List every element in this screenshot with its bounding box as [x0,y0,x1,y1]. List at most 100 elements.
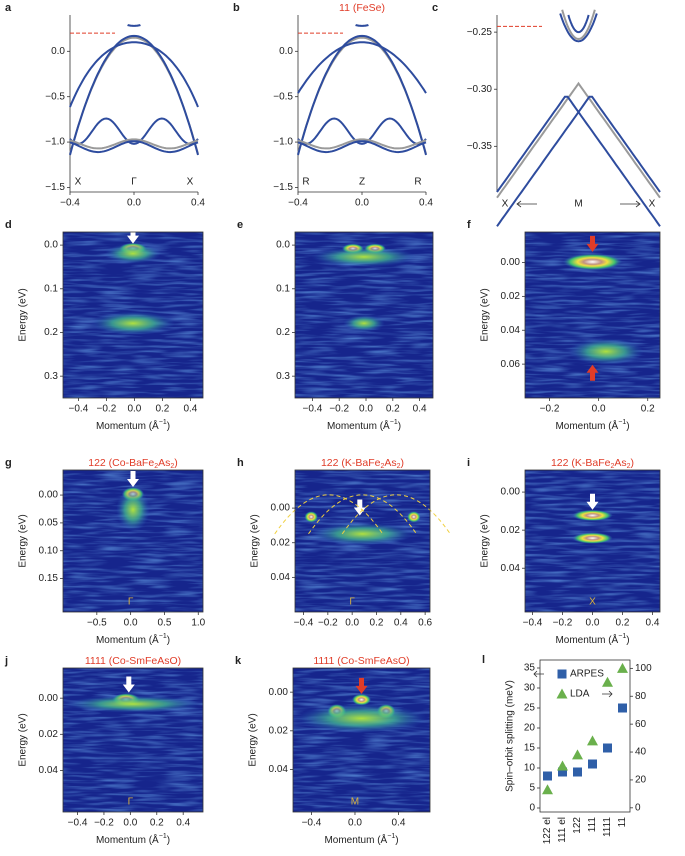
point [618,703,627,713]
x-tick-label: 0.0 [348,818,362,829]
x-tick-label: −0.4 [60,198,80,209]
symmetry-point: M [574,199,582,210]
x-tick-label: 0.4 [176,818,190,829]
text-part: As [384,457,396,469]
x-tick-label: 0.6 [418,618,432,629]
y2-tick-label: 40 [635,747,647,758]
intensity [562,253,623,271]
text-part: −1 [159,833,167,840]
y-axis-title: Energy (eV) [18,713,29,766]
text-part: ) [167,835,170,846]
y-tick-label: 30 [524,683,536,694]
y2-tick-label: 20 [635,775,647,786]
text-part: 122 (K-BaFe [551,457,611,469]
band [355,24,369,27]
x-axis-title: Momentum (Å−1) [555,633,629,646]
x-axis-title: Momentum (Å−1) [96,833,170,846]
intensity [304,511,318,523]
y-tick-label: 0.0 [44,240,58,251]
text-part: 1111 (Co-SmFeAsO) [85,655,181,667]
point [602,676,613,687]
frame [539,659,631,813]
symmetry-point: Γ [128,597,134,608]
intensity [572,532,613,544]
x-tick-label: 0.4 [183,404,197,415]
point [587,735,598,746]
symmetry-point: X [502,199,509,210]
panel-title: 1111 (Co-SmFeAsO) [85,655,181,667]
y-tick-label: 0.00 [271,503,291,514]
panel-label: j [4,655,8,667]
arrow-line [620,200,641,208]
x-tick-label: −0.4 [303,404,323,415]
legend-label: LDA [570,689,590,700]
text-part: −1 [159,633,167,640]
band [69,41,199,108]
y-tick-label: 0.05 [39,518,59,529]
x-axis-title: Momentum (Å−1) [555,419,629,432]
x-tick-label: −0.4 [523,618,543,629]
x-tick-label: 0.2 [150,818,164,829]
intensity [311,522,414,546]
x-tick-label: 0.0 [345,618,359,629]
symmetry-point: R [414,177,421,188]
band [297,140,427,154]
text-part: Momentum (Å [96,419,159,432]
panel-label: h [237,457,244,469]
x-tick-label: −0.2 [329,404,349,415]
panel-label: b [233,2,240,14]
text-part: Momentum (Å [555,419,618,432]
text-part: 122 (Co-BaFe [88,457,154,469]
x-tick-label: −0.2 [540,404,560,415]
spectrum-noise [63,668,203,812]
text-part: Momentum (Å [96,833,159,846]
x-tick-label: −0.4 [294,618,314,629]
panel-label: c [432,2,438,14]
point [556,688,568,699]
arrow [355,677,368,694]
panel-label: k [235,655,242,667]
band [297,138,427,150]
panel-title: 122 (K-BaFe2As2) [321,457,404,471]
y-axis-title: Energy (eV) [18,288,29,341]
y-tick-label: 10 [524,763,536,774]
symmetry-point: R [302,177,309,188]
arrow [586,235,599,252]
arrow [586,493,599,510]
x-tick-label: −0.2 [553,618,573,629]
panel-title: 122 (Co-BaFe2As2) [88,457,178,471]
y-tick-label: 0.10 [39,545,59,556]
x-tick-label: 0.2 [641,404,655,415]
band [561,9,596,41]
intensity [343,315,385,332]
y-axis-title: Energy (eV) [480,288,491,341]
band [69,140,199,154]
x-tick-label: −0.2 [97,404,117,415]
y-tick-label: −0.25 [467,27,493,38]
y2-tick-label: 100 [635,663,652,674]
panel-label: d [5,219,12,231]
x-tick-label: 0.0 [127,404,141,415]
frame [62,667,204,813]
x-tick-label: 0.0 [123,818,137,829]
y-tick-label: 0.02 [501,291,521,302]
intensity [295,704,428,733]
y-tick-label: 0.2 [44,327,58,338]
y-tick-label: 0.06 [501,359,521,370]
intensity [91,311,175,335]
y-tick-label: 0.00 [269,687,289,698]
point [588,759,597,769]
x-tick-label: −0.4 [69,404,89,415]
y-tick-label: −0.30 [467,84,493,95]
x-tick-label: 0.4 [394,618,408,629]
x-tick-label: 0.0 [359,404,373,415]
point [573,767,582,777]
y-tick-label: 0.0 [279,46,293,57]
y2-tick-label: 60 [635,719,647,730]
x-tick-label: 122 [572,817,583,834]
y-tick-label: 0.00 [501,257,521,268]
intensity [351,693,372,706]
y-axis-title: Spin–orbit splitting (meV) [505,680,516,792]
legend-arrow [602,690,613,698]
